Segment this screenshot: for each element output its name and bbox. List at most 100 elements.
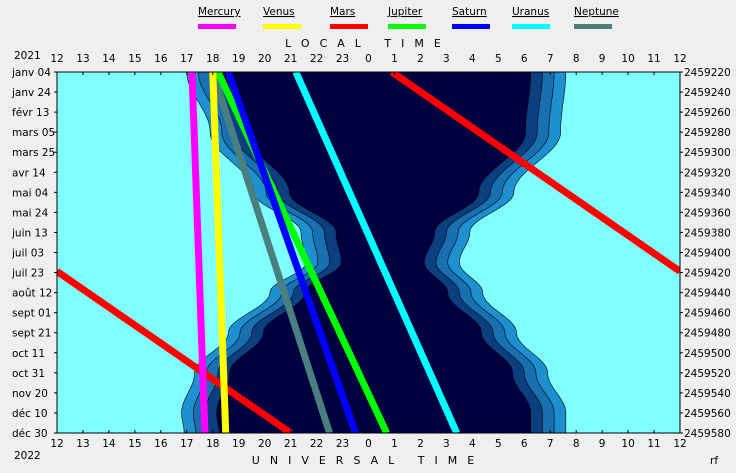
track-saturn [225,72,359,433]
hour-tick-top: 20 [258,53,271,65]
jd-tick-label: 2459420 [684,268,731,280]
hour-tick-bottom: 8 [573,438,580,450]
hour-tick-bottom: 1 [391,438,398,450]
hour-tick-top: 12 [50,53,63,65]
hour-tick-top: 6 [521,53,528,65]
jd-tick-label: 2459500 [684,348,731,360]
jd-tick-label: 2459280 [684,127,731,139]
date-tick-label: août 12 [12,288,52,300]
jd-tick-label: 2459540 [684,388,731,400]
date-tick-label: juin 13 [11,227,48,239]
hour-tick-top: 11 [647,53,660,65]
hour-tick-bottom: 11 [647,438,660,450]
jd-tick-label: 2459580 [684,428,731,440]
date-tick-label: janv 04 [11,67,51,79]
hour-tick-top: 17 [180,53,193,65]
hour-tick-top: 15 [128,53,141,65]
universal-time-title: UNIVERSAL TIME [252,454,484,467]
date-tick-label: mars 05 [12,127,55,139]
legend-swatch-mars [330,24,368,29]
legend-label-mars: Mars [330,6,355,18]
legend-swatch-saturn [452,24,490,29]
hour-tick-top: 14 [102,53,116,65]
hour-tick-bottom: 14 [102,438,116,450]
date-tick-label: avr 14 [12,167,46,179]
hour-tick-bottom: 3 [443,438,450,450]
hour-tick-bottom: 17 [180,438,193,450]
track-mercury [188,72,209,433]
legend-label-venus: Venus [263,6,295,18]
hour-tick-bottom: 22 [310,438,323,450]
axes: 12 13 14 15 16 17 18 19 20 21 22 23 0 1 2 3 4 5 6 7 8 9 10 11 12… [11,53,731,450]
date-tick-label: juil 23 [11,268,44,280]
date-tick-label: févr 13 [12,107,49,119]
date-tick-label: sept 01 [12,308,51,320]
hour-tick-top: 2 [417,53,424,65]
jd-tick-label: 2459520 [684,368,731,380]
legend-label-uranus: Uranus [512,6,549,18]
date-tick-label: sept 21 [12,328,51,340]
legend-swatch-jupiter [388,24,426,29]
hour-tick-bottom: 4 [469,438,476,450]
date-tick-label: mai 04 [12,187,49,199]
local-time-title: LOCAL TIME [285,37,451,50]
jd-tick-label: 2459380 [684,227,731,239]
legend-label-mercury: Mercury [198,6,241,18]
track-mars-b [57,268,293,433]
hour-tick-top: 18 [206,53,219,65]
jd-tick-label: 2459460 [684,308,731,320]
hour-tick-bottom: 12 [50,438,63,450]
date-tick-label: oct 11 [12,348,45,360]
hour-tick-bottom: 2 [417,438,424,450]
date-tick-label: mai 24 [12,207,49,219]
hour-tick-bottom: 7 [547,438,554,450]
hour-tick-top: 9 [599,53,606,65]
legend-label-saturn: Saturn [452,6,487,18]
hour-tick-bottom: 5 [495,438,502,450]
track-neptune [209,72,333,433]
hour-tick-bottom: 10 [621,438,634,450]
track-mars-a [389,72,680,275]
hour-tick-top: 0 [365,53,372,65]
hour-tick-bottom: 12 [673,438,686,450]
hour-tick-bottom: 6 [521,438,528,450]
hour-tick-top: 8 [573,53,580,65]
hour-tick-top: 21 [284,53,297,65]
date-tick-label: mars 25 [12,147,55,159]
hour-tick-bottom: 23 [336,438,349,450]
hour-tick-top: 12 [673,53,686,65]
hour-tick-top: 16 [154,53,168,65]
hour-tick-top: 4 [469,53,476,65]
hour-tick-top: 5 [495,53,502,65]
hour-tick-top: 3 [443,53,450,65]
plot-area [57,72,680,433]
date-tick-label: déc 10 [12,408,48,420]
jd-tick-label: 2459260 [684,107,731,119]
hour-tick-bottom: 0 [365,438,372,450]
hour-tick-top: 10 [621,53,634,65]
hour-tick-top: 1 [391,53,398,65]
hour-tick-bottom: 15 [128,438,141,450]
year-start-label: 2021 [14,50,41,62]
hour-tick-bottom: 19 [232,438,245,450]
jd-tick-label: 2459480 [684,328,731,340]
hour-tick-top: 23 [336,53,349,65]
corner-mark: rf [710,455,718,467]
legend-label-neptune: Neptune [574,6,619,18]
date-tick-label: janv 24 [11,87,51,99]
hour-tick-top: 22 [310,53,323,65]
jd-tick-label: 2459240 [684,87,731,99]
date-tick-label: nov 20 [12,388,48,400]
legend-swatch-uranus [512,24,550,29]
jd-tick-label: 2459560 [684,408,731,420]
legend-swatch-mercury [198,24,236,29]
hour-tick-top: 19 [232,53,245,65]
date-tick-label: déc 30 [12,428,48,440]
hour-tick-bottom: 13 [76,438,89,450]
year-end-label: 2022 [14,450,41,462]
hour-tick-bottom: 16 [154,438,168,450]
jd-tick-label: 2459300 [684,147,731,159]
jd-tick-label: 2459440 [684,288,731,300]
